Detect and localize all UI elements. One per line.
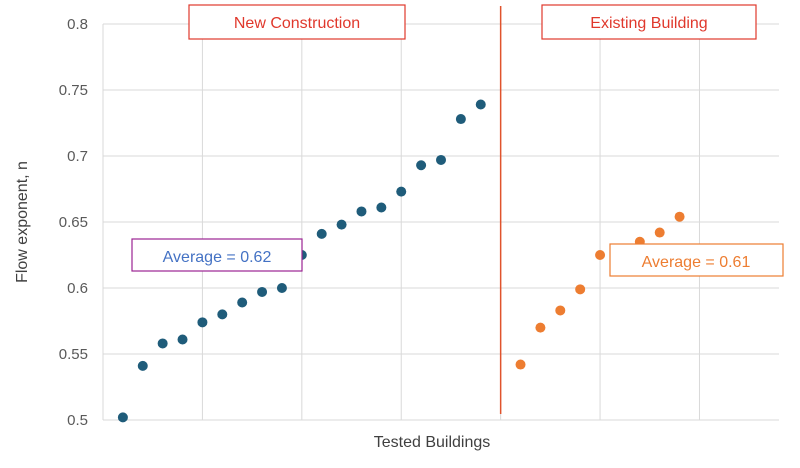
- annotation-average-existing: Average = 0.61: [609, 243, 784, 277]
- data-point-series-1: [237, 297, 248, 308]
- data-point-series-2: [654, 227, 665, 238]
- annotation-existing-building-box: [541, 4, 757, 40]
- annotation-average-new-box: [131, 238, 303, 272]
- data-point-series-1: [137, 360, 148, 371]
- data-point-series-1: [197, 317, 208, 328]
- data-point-series-1: [276, 283, 287, 293]
- data-point-series-1: [217, 309, 228, 320]
- y-tick-label: 0.65: [59, 214, 88, 231]
- y-tick-label: 0.6: [67, 280, 88, 297]
- annotation-average-existing-text: Average = 0.61: [642, 254, 751, 271]
- data-point-series-1: [436, 154, 446, 165]
- grid: [102, 23, 779, 421]
- data-point-series-1: [177, 334, 188, 345]
- data-point-series-2: [535, 322, 546, 333]
- annotation-new-construction-box: [188, 4, 406, 40]
- y-tick-label: 0.75: [59, 82, 88, 99]
- y-axis-title: Flow exponent, n: [14, 161, 31, 283]
- y-tick-label: 0.7: [67, 148, 88, 165]
- data-point-series-1: [117, 412, 128, 423]
- data-point-series-2: [575, 284, 586, 295]
- annotation-existing-building-text: Existing Building: [590, 15, 707, 32]
- data-point-series-1: [257, 286, 268, 297]
- data-point-series-1: [396, 186, 407, 197]
- annotation-new-construction: New Construction: [188, 4, 406, 40]
- data-point-series-2: [595, 250, 606, 260]
- data-points: [117, 99, 685, 423]
- data-point-series-1: [376, 202, 387, 213]
- data-point-series-1: [336, 219, 347, 230]
- data-point-series-2: [674, 211, 685, 222]
- data-point-series-1: [157, 338, 168, 349]
- y-tick-label: 0.5: [67, 412, 88, 429]
- annotation-average-existing-box: [609, 243, 784, 277]
- data-point-series-1: [316, 228, 327, 239]
- data-point-series-1: [356, 206, 367, 217]
- annotation-new-construction-text: New Construction: [234, 15, 360, 32]
- data-point-series-1: [416, 160, 427, 171]
- data-point-series-1: [475, 99, 486, 110]
- y-tick-labels: 0.5 0.55 0.6 0.65 0.7 0.75 0.8: [59, 16, 88, 429]
- x-axis-title: Tested Buildings: [374, 434, 491, 451]
- data-point-series-1: [455, 114, 466, 125]
- data-point-series-2: [555, 305, 566, 316]
- annotation-average-new-text: Average = 0.62: [163, 249, 272, 266]
- data-point-series-2: [515, 359, 526, 370]
- annotation-existing-building: Existing Building: [541, 4, 757, 40]
- y-tick-label: 0.55: [59, 346, 88, 363]
- annotation-average-new: Average = 0.62: [131, 238, 303, 272]
- y-tick-label: 0.8: [67, 16, 88, 33]
